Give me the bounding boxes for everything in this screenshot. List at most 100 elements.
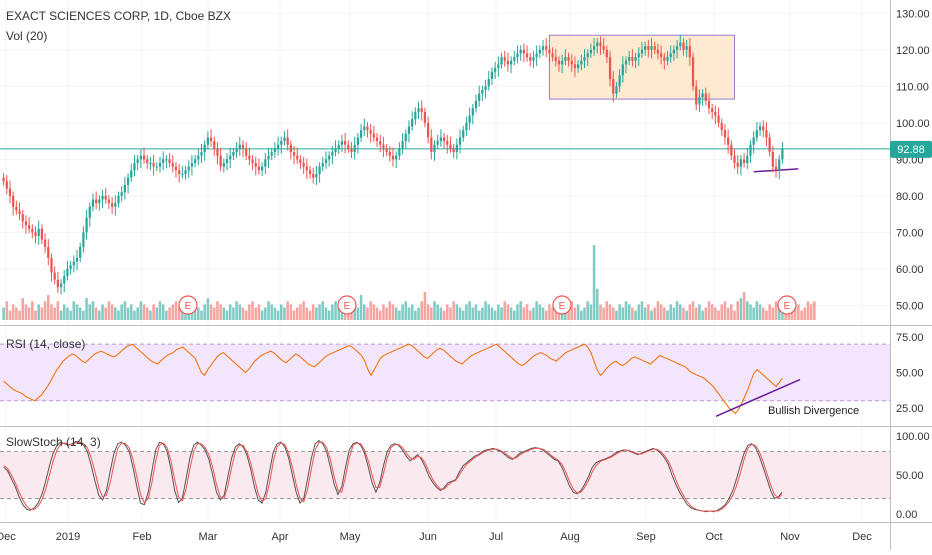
candle-body bbox=[28, 225, 31, 229]
volume-bar bbox=[123, 301, 127, 320]
volume-bar bbox=[564, 310, 567, 320]
volume-bar bbox=[525, 304, 529, 320]
volume-bar bbox=[426, 304, 430, 320]
price-tick-label: 100.00 bbox=[896, 118, 930, 130]
candle-body bbox=[592, 46, 596, 50]
volume-bar bbox=[691, 301, 695, 320]
volume-bar bbox=[430, 307, 433, 320]
volume-bar bbox=[391, 304, 395, 320]
volume-bar bbox=[142, 304, 146, 320]
earnings-marker-label: E bbox=[185, 301, 192, 312]
volume-bar bbox=[720, 304, 724, 320]
candle-body bbox=[82, 232, 85, 247]
candle-body bbox=[222, 163, 225, 167]
candle-body bbox=[522, 49, 525, 54]
candle-body bbox=[430, 137, 433, 153]
volume-bar bbox=[793, 307, 797, 320]
volume-bar bbox=[538, 304, 542, 320]
volume-bar bbox=[139, 301, 143, 320]
volume-bar bbox=[532, 307, 535, 320]
stoch-title: SlowStoch (14, 3) bbox=[6, 435, 101, 449]
time-tick-label: Jul bbox=[489, 531, 503, 543]
volume-bar bbox=[353, 304, 356, 320]
volume-bar bbox=[468, 301, 471, 320]
candle-body bbox=[669, 53, 672, 58]
volume-bar bbox=[311, 304, 315, 320]
candle-body bbox=[417, 108, 420, 112]
candle-body bbox=[302, 163, 305, 167]
volume-bar bbox=[200, 310, 203, 320]
candle-body bbox=[337, 144, 340, 149]
candle-body bbox=[66, 268, 69, 277]
candle-body bbox=[254, 163, 257, 167]
candle-body bbox=[672, 49, 675, 54]
candle-body bbox=[238, 144, 241, 149]
volume-bar bbox=[423, 291, 427, 320]
candle-body bbox=[152, 163, 155, 167]
volume-bar bbox=[302, 301, 305, 320]
volume-bar bbox=[238, 304, 242, 320]
volume-bar bbox=[53, 307, 56, 320]
candle-body bbox=[631, 57, 634, 61]
candle-body bbox=[723, 130, 727, 138]
candle-body bbox=[580, 60, 583, 65]
volume-bar bbox=[497, 304, 500, 320]
earnings-marker-label: E bbox=[784, 301, 791, 312]
candle-body bbox=[111, 203, 114, 207]
volume-bar bbox=[535, 301, 538, 320]
time-tick-label: Aug bbox=[560, 531, 580, 543]
time-tick-label: Oct bbox=[705, 531, 722, 543]
candle-body bbox=[452, 148, 455, 153]
candle-body bbox=[197, 155, 200, 160]
axis-labels: 130.00120.00110.00100.0090.0080.0070.006… bbox=[0, 8, 930, 543]
volume-bar bbox=[797, 304, 800, 320]
volume-bar bbox=[452, 301, 455, 320]
candle-body bbox=[388, 152, 391, 156]
volume-bar bbox=[398, 310, 401, 320]
volume-bar bbox=[678, 304, 682, 320]
candle-body bbox=[15, 206, 18, 211]
volume-bar bbox=[98, 310, 101, 320]
candle-body bbox=[407, 126, 411, 134]
candle-body bbox=[203, 144, 206, 153]
candle-body bbox=[458, 137, 462, 145]
price-pane[interactable] bbox=[0, 0, 890, 325]
volume-bar bbox=[295, 307, 299, 320]
stoch-tick-label: 50.00 bbox=[896, 470, 924, 482]
candle-body bbox=[283, 137, 286, 142]
candle-body bbox=[95, 199, 98, 204]
volume-bar bbox=[66, 307, 69, 320]
volume-bar bbox=[637, 304, 641, 320]
volume-bar bbox=[777, 304, 781, 320]
volume-bar bbox=[181, 310, 184, 320]
candle-body bbox=[206, 137, 209, 145]
candle-body bbox=[308, 170, 312, 174]
volume-bar bbox=[761, 307, 765, 320]
volume-bar bbox=[222, 307, 226, 320]
candle-body bbox=[264, 159, 267, 167]
volume-bar bbox=[318, 304, 321, 320]
volume-bar bbox=[605, 301, 609, 320]
stoch-band bbox=[0, 451, 890, 499]
candle-body bbox=[481, 89, 484, 94]
volume-bar bbox=[385, 307, 388, 320]
volume-bar bbox=[567, 304, 570, 320]
volume-bar bbox=[436, 304, 439, 320]
candle-body bbox=[615, 86, 618, 94]
candle-body bbox=[350, 148, 353, 153]
volume-bar bbox=[244, 310, 248, 320]
volume-bar bbox=[136, 307, 139, 320]
volume-bar bbox=[264, 307, 267, 320]
candle-body bbox=[142, 155, 146, 160]
candle-body bbox=[605, 49, 608, 58]
volume-bar bbox=[809, 304, 813, 320]
volume-bar bbox=[445, 304, 449, 320]
volume-bar bbox=[104, 307, 108, 320]
symbol-title: EXACT SCIENCES CORP, 1D, Cboe BZX bbox=[6, 9, 231, 23]
volume-bar bbox=[286, 301, 289, 320]
volume-bar bbox=[254, 307, 258, 320]
candle-layer bbox=[2, 34, 784, 295]
volume-bar bbox=[206, 298, 210, 320]
candle-body bbox=[139, 155, 142, 160]
